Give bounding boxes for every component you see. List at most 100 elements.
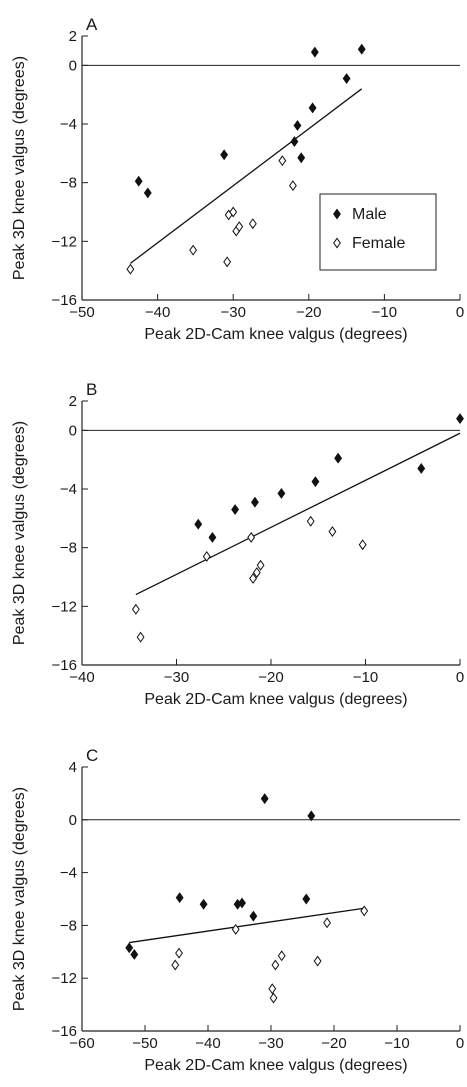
data-point-female bbox=[231, 923, 240, 935]
x-tick-label: −40 bbox=[69, 669, 94, 686]
data-point-male bbox=[417, 463, 426, 474]
y-tick-label: −8 bbox=[60, 917, 77, 934]
data-point-female bbox=[126, 263, 135, 275]
y-tick-label: −16 bbox=[52, 1023, 77, 1040]
x-tick-label: −10 bbox=[353, 669, 378, 686]
regression-line bbox=[129, 907, 365, 944]
x-tick-label: −20 bbox=[258, 669, 283, 686]
y-tick-label: 2 bbox=[69, 28, 77, 45]
y-tick-label: −12 bbox=[52, 233, 77, 250]
x-tick-label: −60 bbox=[69, 1035, 94, 1052]
data-point-female bbox=[256, 559, 265, 571]
data-point-female bbox=[306, 515, 315, 527]
data-point-male bbox=[290, 136, 299, 148]
y-tick-label: −16 bbox=[52, 292, 77, 309]
x-tick-label: −50 bbox=[69, 304, 94, 321]
data-point-male bbox=[308, 102, 317, 114]
chart-panel-a: A2 0 −4 −8 −12 −16−50 −40 −30 −20 −10 0 Peak 2D-Cam… bbox=[11, 15, 464, 343]
x-axis-title: Peak 2D-Cam knee valgus (degrees) bbox=[144, 326, 407, 343]
y-tick-label: −4 bbox=[60, 865, 77, 882]
data-point-male bbox=[143, 187, 152, 199]
data-point-female bbox=[358, 539, 367, 551]
regression-line bbox=[129, 88, 363, 264]
y-tick-label: −12 bbox=[52, 598, 77, 615]
y-tick-label: 4 bbox=[69, 759, 77, 776]
data-point-female bbox=[313, 955, 322, 967]
chart-panel-b: B2 0 −4 −8 −12 −16−40 −30 −20 −10 0 Peak 2D-Cam kn… bbox=[11, 380, 464, 708]
data-point-male bbox=[238, 897, 246, 909]
legend: Male Female bbox=[319, 193, 437, 271]
legend-label-male: Male bbox=[352, 206, 387, 223]
data-point-female bbox=[249, 573, 257, 584]
data-point-male bbox=[310, 46, 319, 58]
data-point-female bbox=[360, 905, 369, 917]
data-point-male bbox=[342, 73, 351, 84]
data-point-female bbox=[136, 631, 145, 643]
data-point-female bbox=[235, 221, 244, 233]
data-point-male bbox=[277, 487, 286, 499]
x-tick-label: −20 bbox=[296, 304, 321, 321]
x-tick-label: 0 bbox=[456, 1035, 464, 1052]
y-tick-label: −8 bbox=[60, 175, 77, 192]
data-point-male bbox=[260, 793, 269, 805]
data-point-male bbox=[125, 942, 134, 954]
x-tick-label: −10 bbox=[384, 1035, 409, 1052]
x-tick-label: −40 bbox=[145, 304, 170, 321]
x-tick-label: −30 bbox=[164, 669, 189, 686]
y-tick-label: −4 bbox=[60, 116, 77, 133]
data-point-female bbox=[268, 983, 277, 995]
legend-box bbox=[319, 193, 437, 271]
x-tick-label: −40 bbox=[195, 1035, 220, 1052]
data-point-female bbox=[189, 244, 198, 256]
data-point-male bbox=[297, 152, 306, 164]
data-point-female bbox=[323, 917, 331, 929]
data-point-male bbox=[194, 518, 203, 530]
data-point-male bbox=[307, 810, 316, 822]
data-point-male bbox=[249, 910, 258, 922]
y-axis-title: Peak 3D knee valgus (degrees) bbox=[11, 421, 28, 645]
data-point-male bbox=[251, 496, 259, 508]
panel-label: A bbox=[86, 15, 98, 34]
data-point-male bbox=[220, 149, 229, 161]
data-point-male bbox=[456, 413, 464, 425]
panel-label: B bbox=[86, 380, 97, 399]
y-tick-label: 0 bbox=[69, 422, 77, 439]
data-point-male bbox=[208, 531, 217, 543]
data-point-female bbox=[271, 959, 280, 971]
data-point-male bbox=[130, 948, 139, 960]
panel-label: C bbox=[86, 746, 98, 765]
y-tick-label: −16 bbox=[52, 657, 77, 674]
y-tick-label: −8 bbox=[60, 540, 77, 557]
data-point-female bbox=[171, 959, 180, 971]
x-tick-label: 0 bbox=[456, 669, 464, 686]
data-point-male bbox=[175, 892, 184, 904]
data-point-female bbox=[269, 992, 278, 1004]
legend-marker-female bbox=[333, 237, 341, 249]
data-point-female bbox=[277, 950, 286, 962]
data-point-male bbox=[134, 175, 143, 187]
y-tick-label: −12 bbox=[52, 970, 77, 987]
y-tick-label: 0 bbox=[69, 812, 77, 829]
x-tick-label: −10 bbox=[372, 304, 397, 321]
data-point-male bbox=[302, 893, 311, 905]
y-tick-label: 2 bbox=[69, 393, 77, 410]
data-point-female bbox=[175, 947, 183, 959]
x-tick-label: −30 bbox=[258, 1035, 283, 1052]
data-point-female bbox=[229, 206, 238, 218]
data-point-male bbox=[199, 898, 208, 910]
x-axis-title: Peak 2D-Cam knee valgus (degrees) bbox=[144, 691, 407, 708]
x-tick-label: 0 bbox=[456, 304, 464, 321]
y-axis-title: Peak 3D knee valgus (degrees) bbox=[11, 56, 28, 280]
chart-panel-c: C4 0 −4 −8 −12 −16−60 −50 −40 −30 −20 −10 0 Peak 2D-… bbox=[11, 746, 464, 1074]
x-tick-label: −50 bbox=[132, 1035, 157, 1052]
data-point-female bbox=[288, 180, 297, 192]
legend-marker-male bbox=[333, 208, 341, 220]
data-point-female bbox=[247, 531, 256, 543]
data-point-female bbox=[223, 256, 232, 268]
data-point-female bbox=[202, 551, 211, 562]
data-point-female bbox=[328, 526, 337, 537]
data-point-female bbox=[248, 218, 257, 230]
data-point-male bbox=[357, 43, 366, 55]
x-tick-label: −20 bbox=[321, 1035, 346, 1052]
x-axis-title: Peak 2D-Cam knee valgus (degrees) bbox=[144, 1057, 407, 1074]
